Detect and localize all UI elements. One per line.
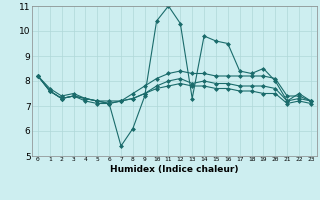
X-axis label: Humidex (Indice chaleur): Humidex (Indice chaleur) xyxy=(110,165,239,174)
